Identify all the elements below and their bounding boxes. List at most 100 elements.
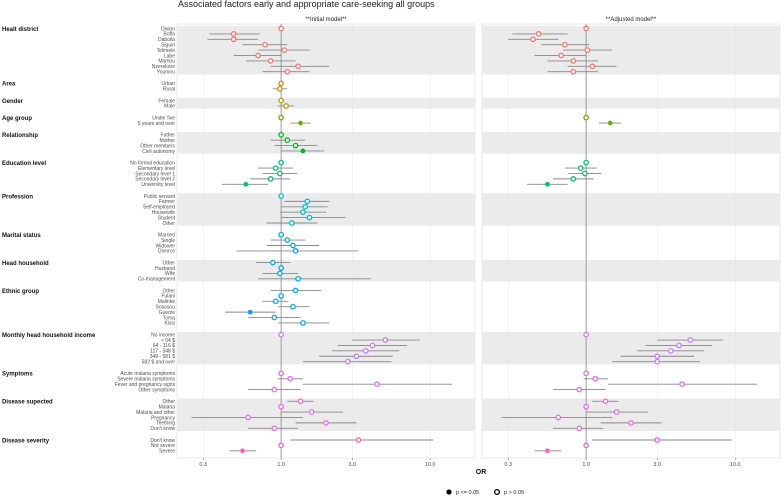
point-estimate bbox=[230, 31, 237, 37]
point-estimate bbox=[284, 137, 291, 144]
point-estimate bbox=[262, 41, 268, 48]
point-estimate bbox=[369, 342, 376, 349]
x-tick-label: 1.0 bbox=[277, 462, 285, 468]
group-band bbox=[482, 132, 780, 154]
x-tick-label: 10.0 bbox=[425, 462, 436, 468]
level-label: Under five bbox=[152, 115, 175, 121]
level-label: Fulani bbox=[161, 294, 175, 300]
level-label: Husband bbox=[155, 266, 175, 272]
group-label: Area bbox=[2, 82, 16, 88]
level-label: Not severe bbox=[151, 443, 175, 449]
point-estimate bbox=[287, 375, 294, 382]
group-label: Ethnic group bbox=[2, 289, 39, 295]
point-estimate bbox=[278, 159, 284, 166]
point-estimate bbox=[374, 381, 380, 388]
point-estimate bbox=[276, 170, 283, 177]
group-label: Education level bbox=[2, 161, 46, 167]
level-label: Nzerekore bbox=[152, 64, 175, 70]
point-estimate bbox=[584, 47, 591, 53]
point-estimate bbox=[577, 165, 584, 171]
point-estimate bbox=[270, 259, 276, 266]
level-label: 64 - 116 $ bbox=[153, 343, 175, 349]
point-estimate bbox=[304, 198, 311, 205]
point-estimate bbox=[355, 437, 362, 443]
level-label: Boffa bbox=[163, 32, 175, 38]
level-label: No formal education bbox=[130, 160, 175, 166]
point-estimate bbox=[583, 403, 589, 410]
x-tick-label: 0.3 bbox=[504, 462, 512, 468]
point-estimate bbox=[570, 176, 577, 182]
level-label: Male bbox=[164, 104, 175, 110]
point-estimate bbox=[306, 214, 313, 221]
point-estimate bbox=[278, 442, 284, 449]
level-label: Public servant bbox=[144, 194, 176, 200]
level-label: Kissi bbox=[164, 321, 175, 327]
level-label: Other bbox=[162, 399, 175, 405]
panel-title: **Initial model** bbox=[305, 17, 347, 23]
group-label: Symptoms bbox=[2, 372, 33, 378]
level-label: Telimele bbox=[157, 48, 176, 54]
point-estimate bbox=[278, 331, 284, 338]
point-estimate bbox=[362, 348, 369, 354]
point-estimate bbox=[570, 58, 577, 64]
point-estimate bbox=[276, 270, 283, 277]
point-estimate bbox=[278, 293, 284, 299]
point-estimate bbox=[271, 386, 278, 393]
level-label: Don't know bbox=[150, 438, 175, 444]
group-band bbox=[482, 97, 780, 109]
level-label: Farmer bbox=[159, 199, 175, 205]
point-estimate bbox=[292, 287, 299, 294]
level-label: Secondary level 2 bbox=[135, 177, 175, 183]
point-estimate bbox=[267, 176, 274, 182]
level-label: Fever and pregnancy signs bbox=[115, 382, 176, 388]
point-estimate bbox=[589, 63, 596, 70]
point-estimate bbox=[535, 31, 542, 37]
point-estimate-significant bbox=[545, 181, 550, 187]
point-estimate bbox=[583, 331, 589, 338]
point-estimate bbox=[295, 275, 301, 282]
point-estimate bbox=[562, 41, 568, 48]
group-band bbox=[177, 259, 475, 282]
point-estimate bbox=[278, 131, 284, 138]
point-estimate bbox=[284, 237, 291, 243]
level-label: Married bbox=[158, 232, 175, 238]
panel-backgrounds: **Initial model** **Adjusted model** bbox=[176, 17, 781, 459]
point-estimate bbox=[278, 193, 284, 199]
point-estimate bbox=[667, 348, 674, 354]
point-estimate bbox=[558, 52, 565, 59]
level-label: Mamou bbox=[158, 59, 175, 65]
group-band bbox=[482, 259, 780, 282]
point-estimate bbox=[284, 68, 291, 75]
point-estimate bbox=[300, 320, 306, 326]
level-label: Toma bbox=[163, 315, 175, 321]
level-label: Pregnancy bbox=[151, 415, 175, 421]
point-estimate bbox=[255, 52, 261, 59]
point-estimate bbox=[292, 248, 299, 254]
group-band bbox=[482, 331, 780, 365]
x-tick-label: 1.0 bbox=[582, 462, 590, 468]
point-estimate bbox=[583, 442, 589, 449]
point-estimate bbox=[676, 342, 682, 349]
point-estimate bbox=[290, 303, 296, 310]
point-estimate bbox=[230, 36, 237, 43]
point-estimate bbox=[278, 25, 284, 32]
point-estimate bbox=[581, 170, 588, 177]
level-label: Other symptoms bbox=[138, 387, 175, 393]
level-label: Other bbox=[162, 260, 175, 266]
point-estimate bbox=[679, 381, 685, 388]
point-estimate bbox=[382, 337, 389, 343]
level-label: 349 - 581 $ bbox=[150, 354, 176, 360]
point-estimate bbox=[583, 159, 589, 166]
group-label: Profession bbox=[2, 194, 33, 200]
point-estimate bbox=[272, 298, 279, 305]
level-label: Severe bbox=[159, 449, 175, 455]
point-estimate-significant bbox=[607, 120, 613, 126]
level-label: Siguiri bbox=[161, 43, 175, 49]
point-estimate bbox=[530, 36, 536, 43]
level-label: Malaria bbox=[159, 404, 176, 410]
x-tick-label: 3.0 bbox=[348, 462, 356, 468]
level-label: Labe bbox=[164, 53, 175, 59]
figure-title: Associated factors early and appropriate… bbox=[178, 0, 435, 9]
point-estimate bbox=[278, 403, 284, 410]
